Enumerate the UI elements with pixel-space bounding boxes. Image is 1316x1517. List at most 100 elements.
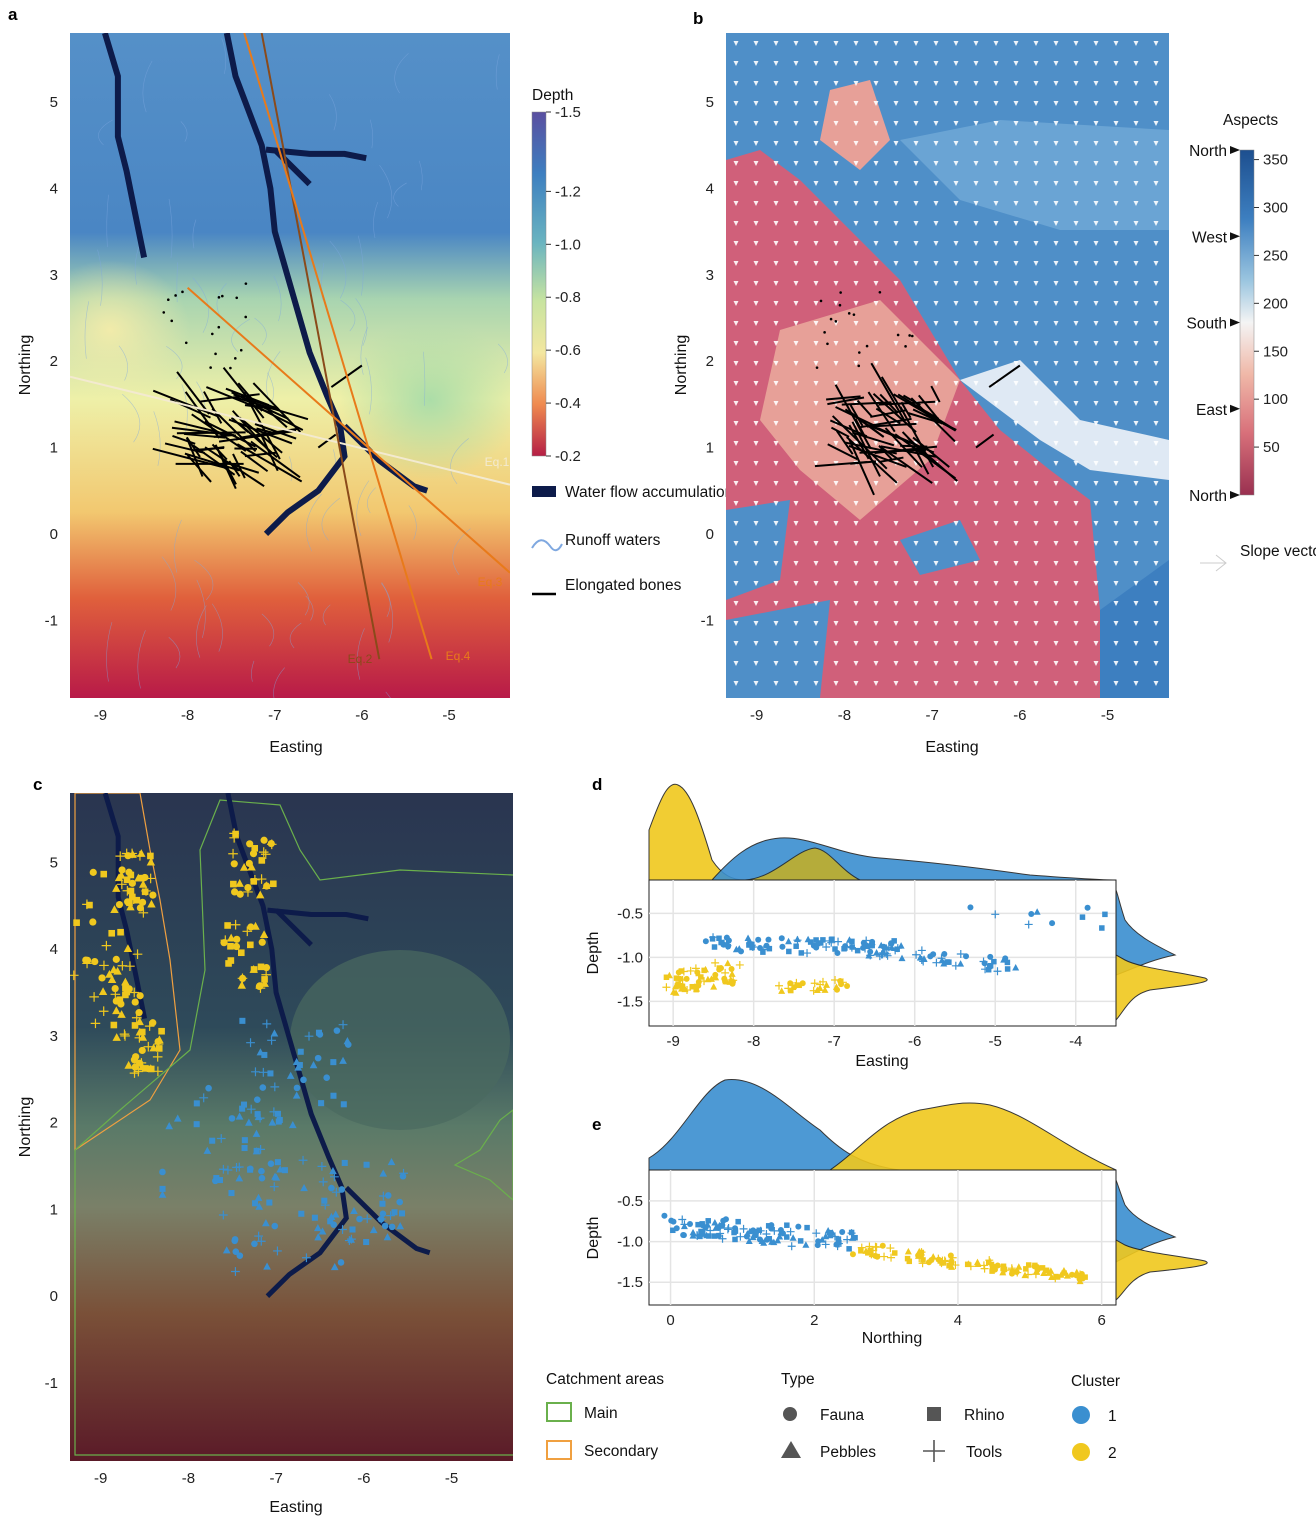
slope-vector — [733, 321, 739, 326]
slope-vector — [913, 161, 919, 166]
slope-vector — [813, 261, 819, 266]
slope-vector — [1093, 281, 1099, 286]
slope-vector — [793, 281, 799, 286]
runoff-streamline — [329, 94, 337, 131]
slope-vector — [853, 341, 859, 346]
slope-vector — [833, 361, 839, 366]
runoff-streamline — [321, 262, 325, 301]
slope-vector — [794, 701, 799, 706]
slope-vector — [993, 361, 999, 366]
bone-fragment — [858, 351, 861, 354]
slope-vector — [1013, 661, 1019, 666]
cluster-2-point — [262, 963, 271, 972]
cluster-1-point — [252, 1129, 261, 1137]
slope-vector — [1013, 341, 1019, 346]
cluster-1-point — [673, 1225, 680, 1232]
slope-vector — [1153, 421, 1159, 426]
slope-vector — [793, 601, 799, 606]
cluster-2-point — [784, 984, 793, 993]
cluster-1-point — [258, 1067, 268, 1077]
cluster-2-point — [137, 849, 146, 857]
cluster-2-point — [134, 873, 143, 882]
cluster-2-point — [237, 949, 245, 957]
slope-vector — [793, 561, 799, 566]
slope-vector — [1013, 581, 1019, 586]
slope-vector — [953, 261, 959, 266]
ytick-label: -0.5 — [617, 905, 643, 922]
slope-vector — [1153, 581, 1159, 586]
slope-vector — [933, 101, 939, 106]
slope-vector — [913, 281, 919, 286]
bone — [902, 394, 921, 407]
slope-vector — [733, 41, 739, 46]
runoff-streamline — [289, 622, 302, 649]
cluster-2-point — [230, 919, 241, 930]
slope-vector — [773, 261, 779, 266]
cluster-1-point — [723, 1225, 732, 1234]
cluster-1-point — [1002, 955, 1009, 962]
slope-vector — [1033, 321, 1039, 326]
cluster-2-point — [138, 1028, 146, 1036]
cluster-1-point — [804, 1224, 810, 1231]
cluster-2-point — [147, 899, 156, 908]
panel-e-top-density — [648, 1079, 1117, 1171]
slope-vector — [933, 681, 939, 686]
panel-c-xtick-label: -9 — [94, 1470, 107, 1487]
slope-vector — [1133, 341, 1139, 346]
slope-vector — [973, 41, 979, 46]
slope-vector — [1073, 261, 1079, 266]
cluster-2-point — [938, 1256, 947, 1265]
slope-vector — [993, 561, 999, 566]
cluster-1-point — [760, 949, 766, 955]
cluster-1-point — [786, 948, 792, 955]
cluster-2-point — [133, 896, 141, 904]
bone — [894, 433, 957, 480]
slope-vector — [853, 221, 859, 226]
cluster-2-point — [116, 996, 124, 1003]
cluster-1-point — [286, 1071, 295, 1079]
slope-vector — [893, 641, 899, 646]
slope-vector — [1153, 361, 1159, 366]
slope-vector — [1153, 561, 1159, 566]
slope-vector — [793, 61, 799, 66]
cluster-1-point — [297, 1048, 304, 1055]
cluster-2-point — [1079, 1275, 1086, 1282]
cluster-1-point — [716, 935, 722, 942]
slope-vector — [733, 581, 739, 586]
slope-vector — [753, 181, 759, 186]
type-legend-title: Type — [781, 1371, 815, 1388]
slope-vector — [1093, 261, 1099, 266]
slope-vector — [1153, 241, 1159, 246]
cluster-1-point — [793, 936, 802, 945]
cluster-2-point — [89, 992, 99, 1002]
cluster-1-point — [979, 957, 988, 966]
slope-vector — [1053, 481, 1059, 486]
panel-c-xtick-label: -8 — [182, 1470, 195, 1487]
panel-e-grid: 0 2 4 6-0.5-1.0-1.5 — [617, 1170, 1116, 1329]
slope-vector — [773, 101, 779, 106]
panel-a-ytick-label: 2 — [50, 353, 58, 370]
slope-vector — [1073, 461, 1079, 466]
bone-fragment — [174, 294, 177, 297]
slope-vector — [1073, 501, 1079, 506]
cluster-1-point — [779, 1230, 786, 1237]
slope-vector — [893, 181, 899, 186]
slope-vector — [973, 401, 979, 406]
slope-vector — [893, 221, 899, 226]
slope-vector — [993, 421, 999, 426]
bone-fragment — [823, 331, 826, 334]
cluster-1-point — [789, 1234, 797, 1241]
depth-tick-label: -0.4 — [555, 395, 581, 412]
slope-vector — [993, 221, 999, 226]
cluster-2-point — [724, 959, 732, 967]
slope-vector — [1053, 521, 1059, 526]
panel-a-legend: Water flow accumulation Runoff waters El… — [531, 484, 733, 596]
slope-vector — [773, 601, 779, 606]
slope-vector — [953, 221, 959, 226]
slope-vector — [1053, 441, 1059, 446]
slope-vector — [873, 121, 879, 126]
slope-vector — [1033, 61, 1039, 66]
cluster-2-point — [154, 1037, 162, 1046]
cluster-2-point — [124, 1060, 133, 1069]
cluster-1-point — [725, 943, 732, 950]
